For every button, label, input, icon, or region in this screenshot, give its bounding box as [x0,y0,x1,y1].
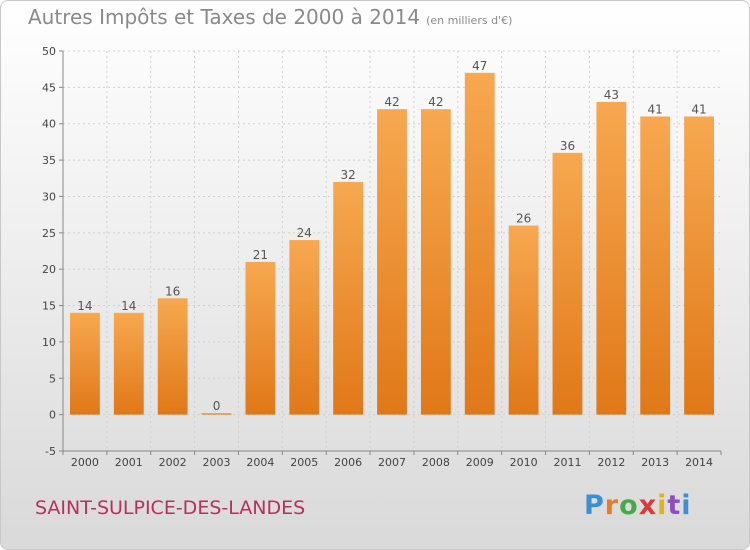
y-tick-label: -5 [45,445,56,458]
bar[interactable] [508,225,539,415]
x-tick-label: 2009 [466,456,494,469]
y-tick-label: 10 [42,336,56,349]
x-tick-label: 2001 [115,456,143,469]
bar-value-label: 0 [213,399,221,413]
logo-letter: x [638,490,658,521]
bar-value-label: 41 [691,102,706,116]
bar-value-label: 42 [384,95,399,109]
x-tick-label: 2013 [641,456,669,469]
y-tick-label: 25 [42,227,56,240]
bar-value-label: 32 [340,168,355,182]
bar-value-label: 36 [560,139,575,153]
bar[interactable] [201,413,232,415]
bar-value-label: 41 [648,102,663,116]
x-tick-label: 2011 [553,456,581,469]
x-tick-label: 2005 [290,456,318,469]
y-tick-label: 15 [42,300,56,313]
x-tick-label: 2007 [378,456,406,469]
logo-letter: i [681,490,692,521]
y-tick-label: 40 [42,118,56,131]
bar[interactable] [420,109,451,415]
bar[interactable] [113,312,144,415]
y-tick-label: 30 [42,190,56,203]
bar[interactable] [596,101,627,415]
proxiti-logo[interactable]: Proxiti [584,490,692,521]
axes: -5 0 5 10 15 20 25 30 35 40 45 50 2000 2001 2002 2003 20… [42,45,722,469]
x-tick-label: 2010 [510,456,538,469]
bar[interactable] [157,298,188,415]
logo-letter: P [584,490,605,521]
bar[interactable] [684,116,714,415]
bar-value-label: 14 [77,299,92,313]
x-tick-label: 2002 [159,456,187,469]
x-tick-label: 2012 [597,456,625,469]
bar-value-label: 26 [516,212,531,226]
bar[interactable] [552,152,583,415]
bars: 14 14 16 0 21 24 32 42 42 47 26 36 43 41 41 [70,59,714,415]
bar[interactable] [377,109,407,415]
bar-value-label: 42 [428,95,443,109]
bar-value-label: 21 [253,248,268,262]
bar-value-label: 14 [121,299,136,313]
y-tick-label: 50 [42,45,56,58]
bar[interactable] [289,240,320,415]
bar-value-label: 16 [165,284,180,298]
bar-value-label: 24 [297,226,312,240]
logo-letter: i [657,490,668,521]
bar[interactable] [640,116,671,415]
grid-lines [63,50,721,452]
x-tick-label: 2006 [334,456,362,469]
x-tick-label: 2000 [71,456,99,469]
bar-value-label: 43 [604,88,619,102]
logo-letter: r [604,490,620,521]
x-tick-label: 2003 [203,456,231,469]
logo-letter: t [667,490,682,521]
chart-title: Autres Impôts et Taxes de 2000 à 2014 (en… [28,5,512,29]
y-tick-label: 35 [42,154,56,167]
bar-value-label: 47 [472,59,487,73]
y-tick-label: 20 [42,263,56,276]
chart-subtitle: (en milliers d'€) [426,14,513,27]
x-tick-label: 2008 [422,456,450,469]
bar[interactable] [70,312,100,415]
bar[interactable] [333,181,364,415]
x-tick-label: 2004 [246,456,274,469]
y-tick-label: 5 [49,372,56,385]
bar[interactable] [245,261,276,415]
logo-letter: o [619,490,639,521]
bar[interactable] [464,72,495,415]
commune-name: SAINT-SULPICE-DES-LANDES [35,497,306,519]
y-tick-label: 45 [42,81,56,94]
y-tick-label: 0 [49,409,56,422]
x-tick-label: 2014 [685,456,713,469]
chart-title-text: Autres Impôts et Taxes de 2000 à 2014 [28,5,421,29]
